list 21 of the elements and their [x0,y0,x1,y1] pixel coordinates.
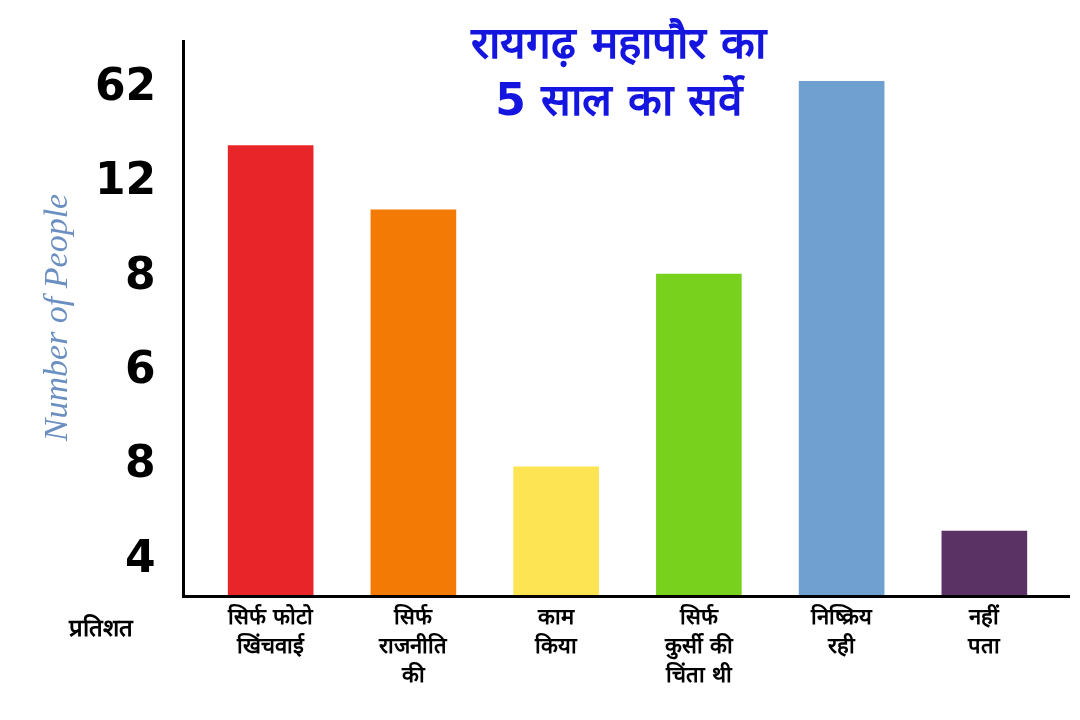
text: 62 [95,59,157,110]
text: 8 [125,248,156,299]
text: 6 [125,342,156,393]
bar [227,145,314,595]
x-tick-label: सिर्फ कुर्सी की चिंता थी [663,603,735,687]
text: 8 [125,436,156,487]
x-tick-label: सिर्फ राजनीति की [378,603,449,687]
chart-title: रायगढ़ महापौर का 5 साल का सर्वे [470,16,768,125]
bar [941,530,1028,595]
x-tick-label: निष्क्रिय रही [810,603,874,658]
text: प्रतिशत [68,614,134,642]
text: 4 [125,531,156,582]
bar [656,273,742,595]
x-tick-label: नहीं पता [967,603,1002,658]
bar [798,81,885,595]
x-tick-label: सिर्फ फोटो खिंचवाई [226,603,315,658]
x-tick-label: काम किया [534,604,579,658]
bar [370,209,457,595]
text: 12 [95,153,157,204]
y-axis-title: Number of People [36,193,74,443]
bar [513,466,599,595]
